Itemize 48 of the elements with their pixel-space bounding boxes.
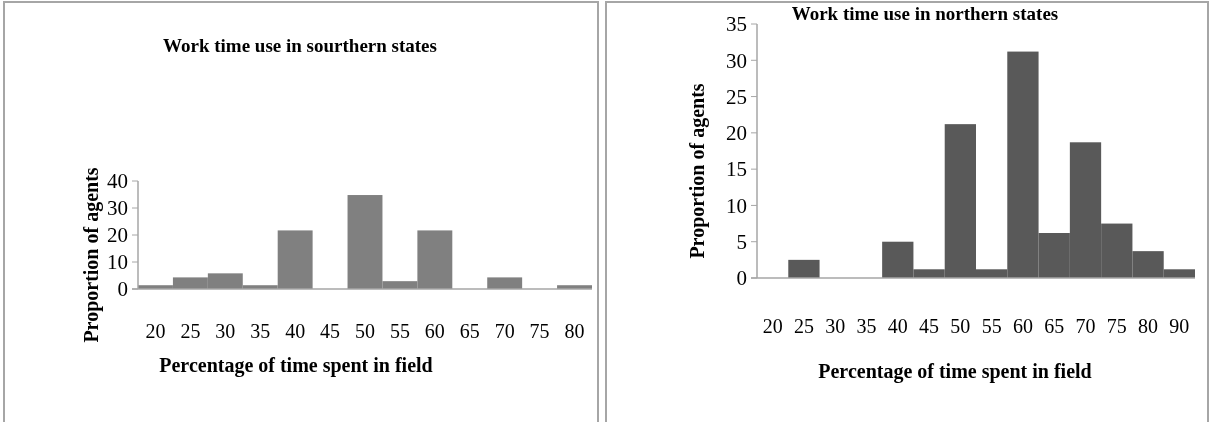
x-tick-label: 80 <box>1138 315 1159 337</box>
chart-title: Work time use in sourthern states <box>163 35 437 56</box>
x-tick-label: 45 <box>320 320 341 342</box>
x-tick-label: 25 <box>180 320 201 342</box>
bar <box>487 277 523 289</box>
y-tick-label: 0 <box>117 277 128 302</box>
x-tick-label: 20 <box>145 320 166 342</box>
x-tick-label: 25 <box>793 315 814 337</box>
x-tick-label: 70 <box>1075 315 1096 337</box>
y-tick-label: 20 <box>107 223 128 248</box>
x-tick-label: 50 <box>355 320 375 342</box>
x-tick-label: 35 <box>856 315 877 337</box>
x-tick-label: 90 <box>1169 315 1190 337</box>
x-tick-label: 80 <box>564 320 585 342</box>
x-tick-label: 65 <box>459 320 480 342</box>
x-tick-label: 30 <box>215 320 236 342</box>
x-axis-title: Percentage of time spent in field <box>159 354 433 377</box>
x-tick-label: 60 <box>424 320 445 342</box>
x-tick-label: 75 <box>1106 315 1127 337</box>
x-tick-label: 45 <box>919 315 940 337</box>
y-tick-label: 25 <box>726 84 747 109</box>
x-tick-label: 50 <box>950 315 971 337</box>
y-tick-label: 40 <box>107 169 128 194</box>
bar <box>788 259 820 278</box>
y-tick-label: 30 <box>107 196 128 221</box>
x-tick-label: 55 <box>981 315 1002 337</box>
y-axis-title: Proportion of agents <box>80 167 103 343</box>
x-tick-label: 75 <box>529 320 550 342</box>
y-tick-label: 5 <box>736 230 747 255</box>
y-tick-label: 15 <box>726 157 747 182</box>
y-tick-label: 0 <box>736 266 747 291</box>
y-tick-label: 30 <box>726 48 747 73</box>
y-tick-label: 20 <box>726 121 747 146</box>
x-tick-label: 30 <box>825 315 846 337</box>
y-tick-label: 10 <box>726 193 747 218</box>
x-tick-label: 60 <box>1012 315 1033 337</box>
x-tick-label: 70 <box>494 320 515 342</box>
x-tick-label: 55 <box>389 320 410 342</box>
x-tick-label: 35 <box>250 320 271 342</box>
x-tick-label: 20 <box>762 315 783 337</box>
x-axis-title: Percentage of time spent in field <box>818 360 1092 383</box>
x-tick-label: 65 <box>1044 315 1065 337</box>
x-tick-label: 40 <box>887 315 908 337</box>
y-tick-label: 10 <box>107 250 128 275</box>
chart-title: Work time use in northern states <box>791 3 1059 24</box>
x-tick-label: 40 <box>285 320 306 342</box>
y-tick-label: 35 <box>726 12 747 37</box>
y-axis-title: Proportion of agents <box>686 83 709 259</box>
